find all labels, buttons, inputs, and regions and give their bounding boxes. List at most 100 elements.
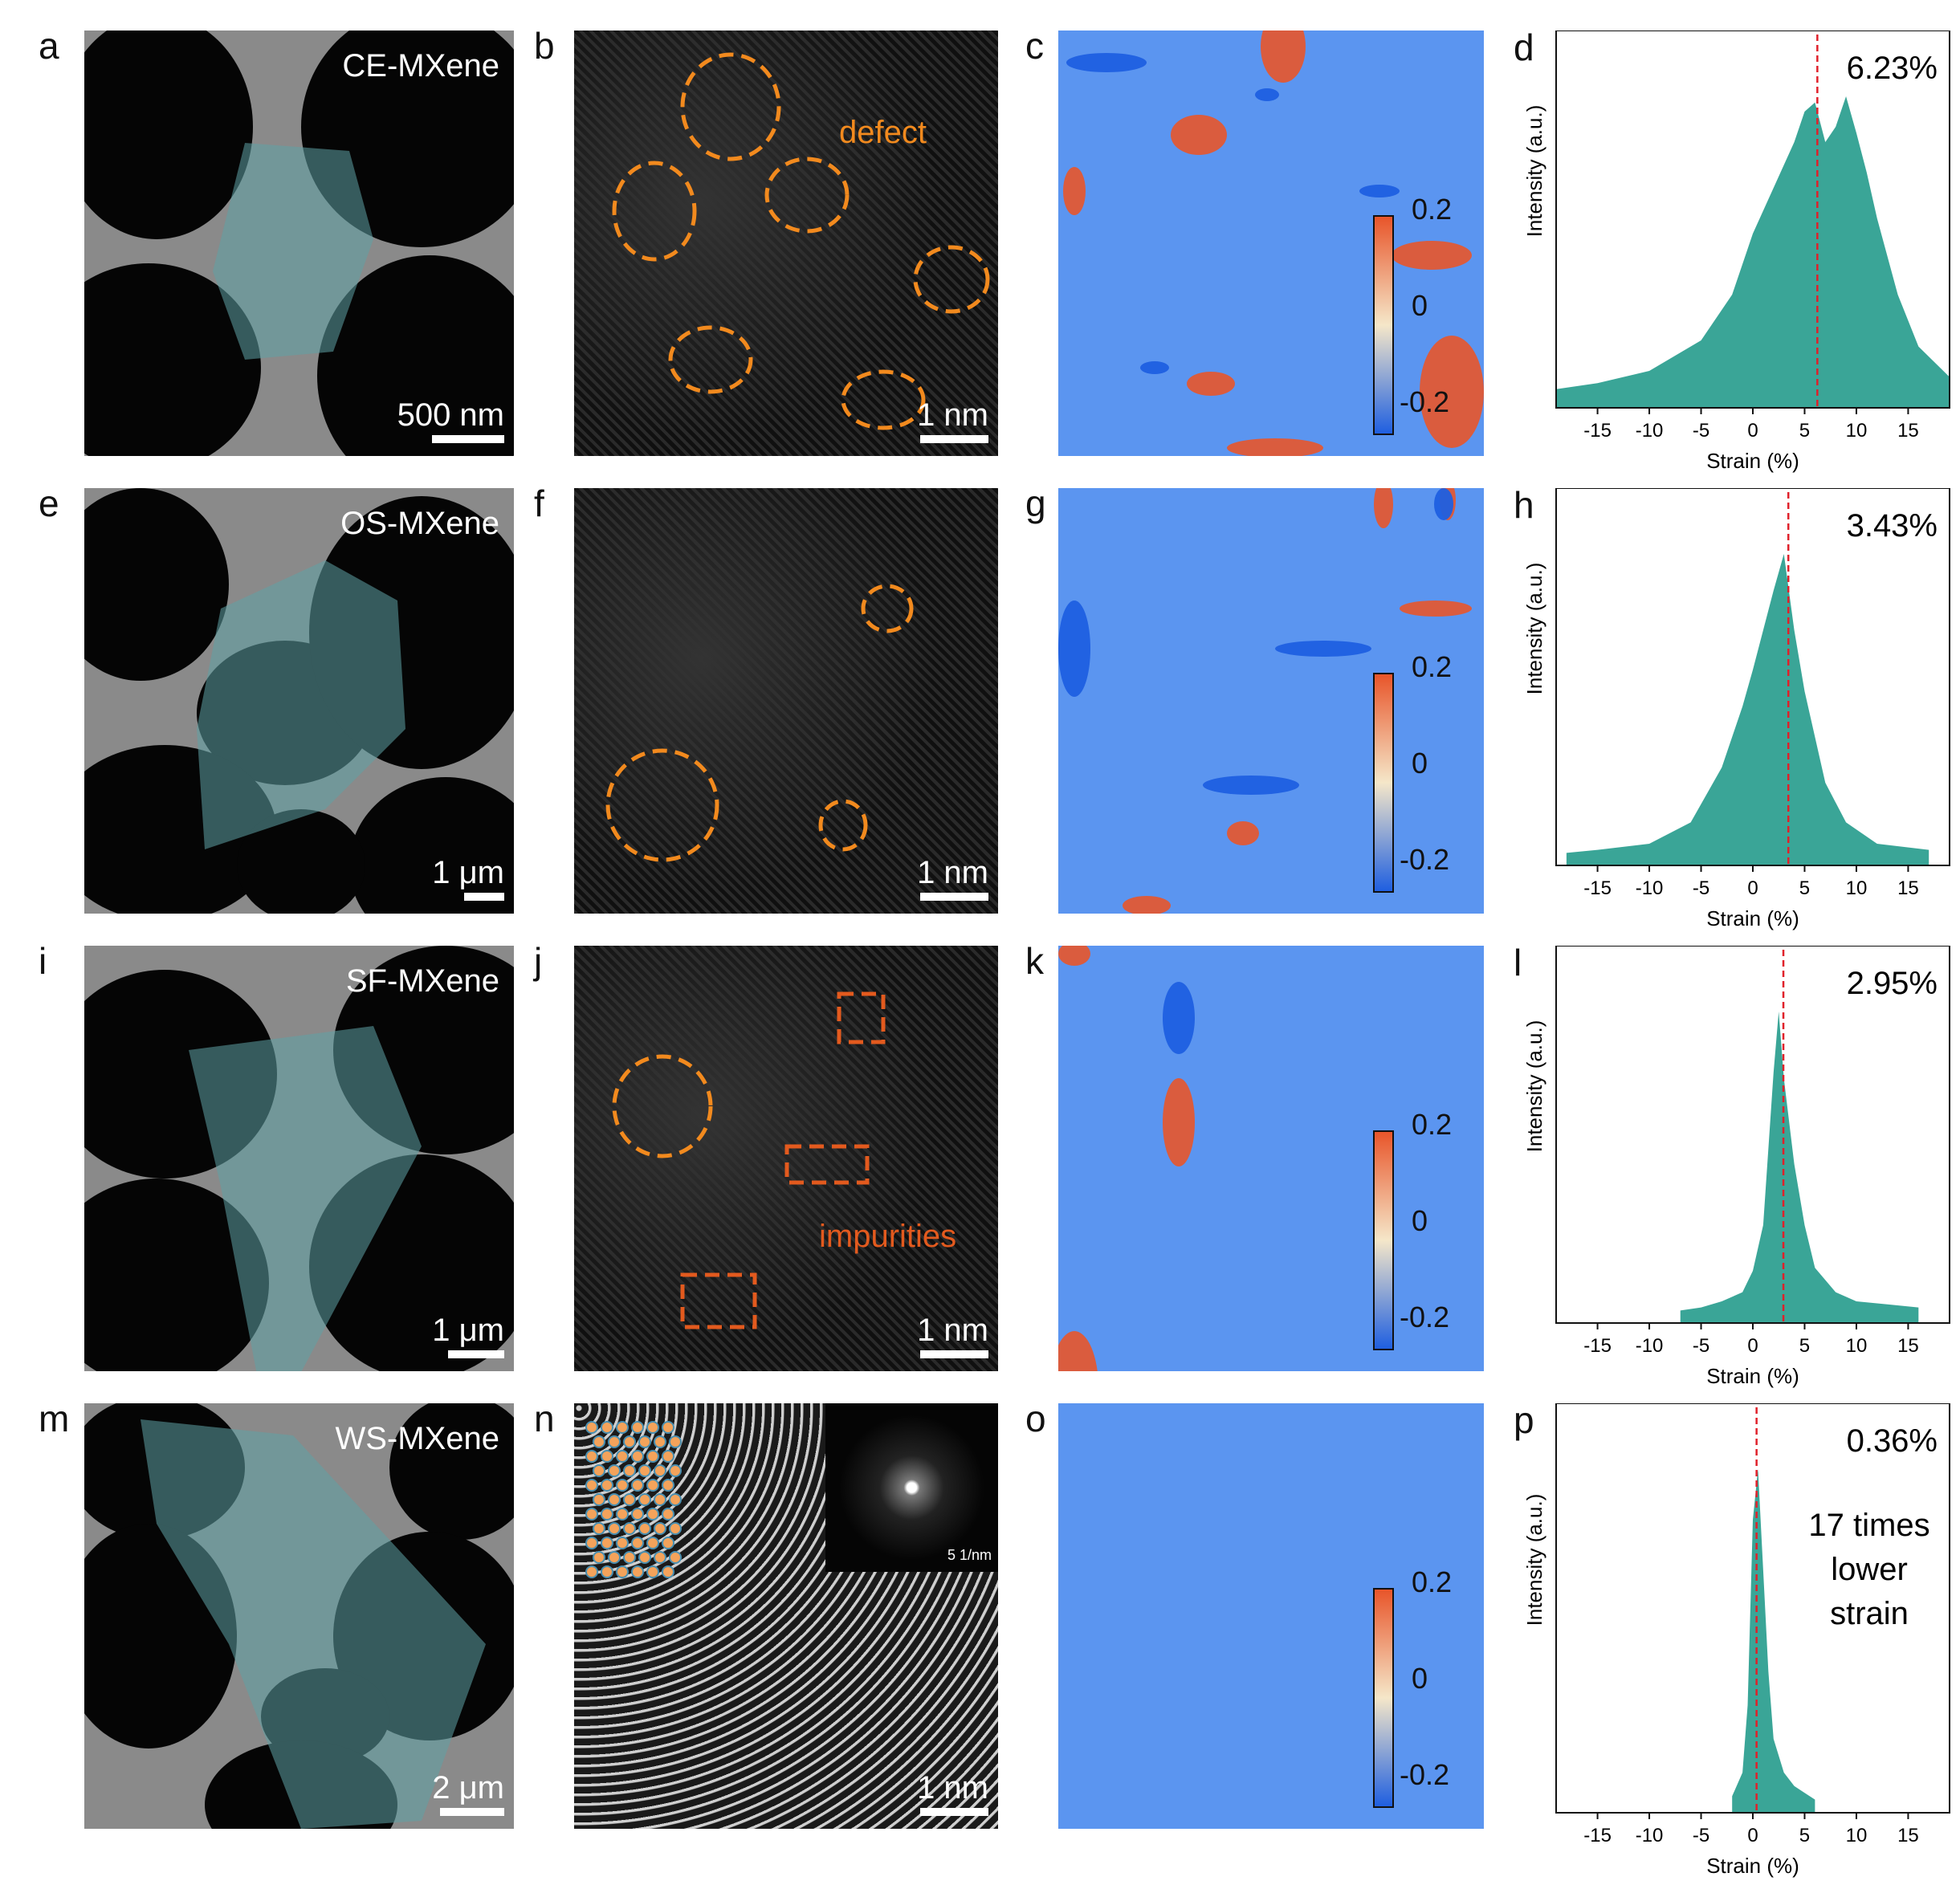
strain-coldspot xyxy=(1255,88,1279,101)
defect-circle xyxy=(668,325,753,394)
tem-drawing xyxy=(84,946,514,1371)
strain-hotspot xyxy=(1058,946,1090,966)
panel-label-c: c xyxy=(1025,25,1044,67)
strain-note-line: lower xyxy=(1831,1552,1908,1587)
atom-model xyxy=(669,1464,682,1477)
x-tick-label: 10 xyxy=(1846,1335,1868,1357)
panel-label-b: b xyxy=(534,25,555,67)
strain-coldspot xyxy=(1434,488,1453,520)
x-tick-label: 10 xyxy=(1846,1825,1868,1846)
atom-model xyxy=(585,1508,598,1521)
histogram-area xyxy=(1732,1469,1815,1813)
hrtem-drawing xyxy=(612,991,886,1329)
atom-model xyxy=(616,1537,629,1549)
atom-model xyxy=(662,1537,674,1549)
grid-hole xyxy=(317,255,514,456)
hrtem-scale-bar xyxy=(920,1350,988,1358)
histogram-frame xyxy=(1555,946,1950,1324)
tem-image-m: WS-MXene 2 μm xyxy=(84,1403,514,1829)
x-tick-label: 0 xyxy=(1747,1335,1758,1357)
strain-hotspot xyxy=(1063,167,1086,215)
defect-circle xyxy=(612,161,697,262)
atom-model xyxy=(608,1522,621,1535)
histogram-p: -15 -10 -5 0 5 10 15 Strain (%) Intensity (a.u.)… xyxy=(1524,1403,1950,1878)
atom-model xyxy=(593,1493,605,1506)
atom-model xyxy=(646,1450,659,1463)
atom-model xyxy=(654,1551,666,1564)
hrtem-scale-label: 1 nm xyxy=(917,1313,988,1348)
tem-drawing xyxy=(84,31,514,456)
atom-model xyxy=(631,1479,644,1492)
strain-note-line: strain xyxy=(1830,1596,1909,1631)
histogram-h: -15 -10 -5 0 5 10 15 Strain (%) Intensity (a.u.)… xyxy=(1524,488,1950,930)
atom-model xyxy=(638,1435,651,1448)
panel-label-d: d xyxy=(1514,26,1534,68)
sample-name: CE-MXene xyxy=(342,48,499,83)
tem-image-i: SF-MXene 1 μm xyxy=(84,946,514,1371)
x-tick-label: 15 xyxy=(1897,877,1919,899)
atom-model xyxy=(623,1435,636,1448)
strain-coldspot xyxy=(1275,641,1371,657)
y-axis-label: Intensity (a.u.) xyxy=(1524,1494,1546,1626)
x-tick-label: -10 xyxy=(1636,877,1664,899)
impurity-box xyxy=(680,1272,757,1329)
hrtem-annotation: defect xyxy=(839,115,927,150)
defect-circle xyxy=(612,1054,713,1158)
flake-overlay xyxy=(189,1026,422,1371)
histogram-area xyxy=(1566,554,1929,865)
scale-bar xyxy=(448,1350,504,1358)
hrtem-drawing xyxy=(612,52,990,430)
strain-map-c: 0.2 0 -0.2 xyxy=(1058,31,1484,456)
strain-drawing xyxy=(1063,31,1484,456)
strain-coldspot xyxy=(1359,185,1400,197)
strain-hotspot xyxy=(1227,438,1323,456)
atom-model xyxy=(593,1435,605,1448)
atom-model xyxy=(601,1565,613,1578)
atom-model xyxy=(593,1464,605,1477)
panel-label-m: m xyxy=(39,1398,70,1439)
hrtem-scale-label: 1 nm xyxy=(917,1770,988,1806)
strain-value-label: 2.95% xyxy=(1847,966,1938,1001)
sample-name: WS-MXene xyxy=(335,1421,500,1456)
colorbar-tick-label: -0.2 xyxy=(1400,385,1450,418)
hrtem-scale-bar xyxy=(920,435,988,443)
atom-model xyxy=(616,1508,629,1521)
histogram-area xyxy=(1556,96,1950,408)
atom-model xyxy=(662,1508,674,1521)
x-tick-label: -10 xyxy=(1636,1825,1664,1846)
hrtem-image-n: 5 1/nm 1 nm xyxy=(574,1403,998,1829)
tem-image-a: CE-MXene 500 nm xyxy=(84,31,514,456)
strain-hotspot xyxy=(1171,115,1227,155)
atom-model xyxy=(669,1435,682,1448)
strain-value-label: 3.43% xyxy=(1847,508,1938,543)
strain-hotspot xyxy=(1392,241,1472,270)
colorbar-tick-label: 0.2 xyxy=(1412,193,1453,226)
x-tick-label: -5 xyxy=(1693,1825,1709,1846)
x-tick-label: 10 xyxy=(1846,420,1868,442)
grid-hole xyxy=(389,1403,514,1540)
atom-model xyxy=(662,1421,674,1434)
atom-model xyxy=(654,1493,666,1506)
atom-model xyxy=(593,1522,605,1535)
hrtem-image-j: impurities 1 nm xyxy=(574,946,998,1371)
atom-model xyxy=(585,1450,598,1463)
atom-model xyxy=(631,1537,644,1549)
tem-drawing xyxy=(84,1403,514,1829)
strain-value-label: 0.36% xyxy=(1847,1423,1938,1459)
x-tick-label: 15 xyxy=(1897,420,1919,442)
strain-coldspot xyxy=(1203,776,1299,795)
colorbar xyxy=(1373,215,1394,435)
hrtem-scale-bar xyxy=(920,893,988,901)
hrtem-annotation: impurities xyxy=(819,1219,957,1254)
y-axis-label: Intensity (a.u.) xyxy=(1524,105,1546,238)
atom-model xyxy=(654,1464,666,1477)
atom-model xyxy=(631,1450,644,1463)
panel-label-n: n xyxy=(534,1398,555,1439)
strain-hotspot xyxy=(1374,488,1393,528)
x-tick-label: -5 xyxy=(1693,877,1709,899)
x-tick-label: 0 xyxy=(1747,1825,1758,1846)
x-tick-label: -15 xyxy=(1583,877,1612,899)
strain-map-k: 0.2 0 -0.2 xyxy=(1058,946,1484,1371)
grid-hole xyxy=(237,809,365,914)
hrtem-drawing xyxy=(605,584,914,862)
